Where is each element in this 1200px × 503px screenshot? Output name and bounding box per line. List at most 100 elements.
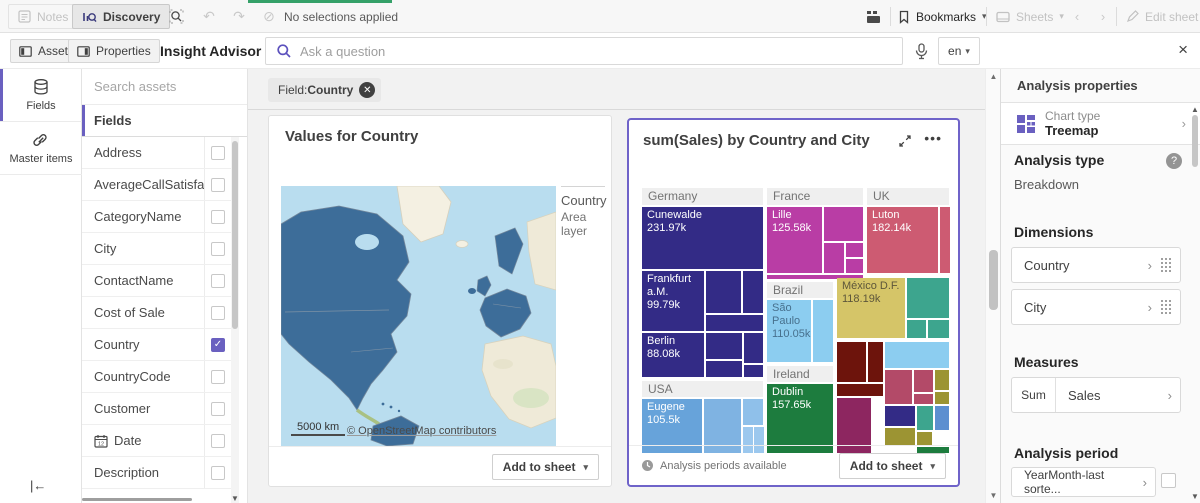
treemap-cell[interactable] (885, 342, 949, 368)
treemap-cell[interactable] (885, 428, 915, 445)
treemap-cell[interactable] (885, 406, 915, 426)
field-checkbox[interactable] (211, 305, 225, 320)
analysis-period-checkbox[interactable] (1161, 473, 1176, 488)
treemap-cell[interactable] (914, 394, 933, 404)
treemap-cell[interactable] (917, 406, 933, 430)
treemap-cell[interactable] (846, 243, 863, 257)
treemap-cell-dublin[interactable]: Dublin 157.65k (767, 384, 833, 453)
field-checkbox[interactable] (211, 177, 225, 192)
dimension-row-country[interactable]: Country › (1011, 247, 1181, 283)
treemap-cell[interactable] (743, 271, 763, 313)
add-to-sheet-button[interactable]: Add to sheet ▾ (838, 453, 946, 479)
results-scrollbar[interactable]: ▲ ▼ (985, 69, 1000, 503)
treemap-chart-card[interactable]: sum(Sales) by Country and City ••• Germa… (627, 118, 960, 487)
next-sheet-icon[interactable]: › (1100, 9, 1106, 24)
search-assets-input[interactable] (94, 79, 235, 94)
treemap-cell-eugene[interactable]: Eugene 105.5k (642, 399, 702, 453)
map-chart-card[interactable]: Values for Country (268, 115, 612, 487)
treemap-cell[interactable] (846, 259, 863, 273)
treemap-cell[interactable] (837, 342, 866, 382)
treemap-cell[interactable] (935, 392, 949, 404)
voice-input-button[interactable] (908, 39, 934, 63)
drag-handle-icon[interactable] (1160, 299, 1172, 315)
step-back-icon[interactable]: ↶ (203, 8, 215, 24)
field-checkbox[interactable] (211, 273, 225, 288)
clear-selections-icon[interactable]: ⊘ (263, 8, 275, 24)
field-checkbox[interactable] (211, 465, 225, 480)
aggregation-segment[interactable]: Sum (1012, 378, 1056, 412)
treemap-cell[interactable] (754, 427, 764, 453)
chart-type-row[interactable]: Chart type Treemap › (1001, 103, 1200, 145)
measure-row-sales[interactable]: Sum Sales › (1011, 377, 1181, 413)
field-row-address[interactable]: Address (82, 137, 231, 169)
scrollbar-down-icon[interactable]: ▼ (1191, 492, 1199, 501)
scrollbar-thumb[interactable] (232, 141, 238, 329)
treemap-cell[interactable] (914, 370, 933, 392)
fields-scrollbar[interactable]: ▼ (231, 137, 239, 503)
treemap-cell-luton[interactable]: Luton 182.14k (867, 207, 938, 273)
field-checkbox[interactable] (211, 209, 225, 224)
app-navigation-icon[interactable] (860, 4, 886, 29)
field-checkbox[interactable] (211, 145, 225, 160)
treemap-cell[interactable] (917, 432, 932, 445)
field-checkbox[interactable] (211, 401, 225, 416)
prev-sheet-icon[interactable]: ‹ (1074, 9, 1080, 24)
scrollbar-thumb[interactable] (989, 250, 998, 310)
treemap-cell-cunewalde[interactable]: Cunewalde 231.97k (642, 207, 763, 269)
treemap-cell[interactable] (706, 361, 742, 377)
ask-question-searchbox[interactable] (265, 37, 903, 65)
more-options-icon[interactable]: ••• (924, 130, 942, 146)
edit-sheet-button[interactable]: Edit sheet (1126, 0, 1198, 33)
treemap-cell[interactable] (706, 333, 742, 359)
treemap-cell[interactable] (704, 399, 741, 453)
field-row-country[interactable]: Country ✓ (82, 329, 231, 361)
treemap-cell[interactable] (935, 406, 949, 430)
ask-question-input[interactable] (300, 43, 892, 59)
treemap-cell[interactable] (813, 300, 833, 362)
panel-scrollbar[interactable]: ▲ ▼ (1191, 103, 1199, 503)
treemap-cell-s-o-paulo[interactable]: São Paulo 110.05k (767, 300, 811, 362)
notes-button[interactable]: Notes (8, 4, 79, 29)
field-row-description[interactable]: Description (82, 457, 231, 489)
tab-master-items[interactable]: Master items (0, 122, 82, 175)
field-row-city[interactable]: City (82, 233, 231, 265)
treemap-cell[interactable] (767, 275, 863, 279)
tab-fields[interactable]: Fields (0, 69, 82, 122)
treemap-cell[interactable] (928, 320, 949, 338)
treemap-cell[interactable] (868, 342, 883, 382)
fields-horizontal-scrollbar[interactable] (82, 498, 192, 501)
field-checkbox[interactable] (211, 369, 225, 384)
treemap-cell[interactable] (907, 320, 926, 338)
sheets-button[interactable]: Sheets ▾ (996, 0, 1064, 33)
treemap-cell[interactable] (885, 370, 912, 404)
bookmarks-button[interactable]: Bookmarks ▾ (898, 0, 987, 33)
field-row-cost-of-sale[interactable]: Cost of Sale (82, 297, 231, 329)
discovery-button[interactable]: Discovery (72, 4, 171, 29)
map-attribution-link[interactable]: © OpenStreetMap contributors (347, 425, 497, 437)
step-forward-icon[interactable]: ↷ (233, 8, 245, 24)
field-row-date[interactable]: 12 Date (82, 425, 231, 457)
treemap-cell[interactable] (744, 333, 763, 363)
help-icon[interactable]: ? (1166, 153, 1182, 169)
scrollbar-down-icon[interactable]: ▼ (231, 494, 239, 503)
scrollbar-up-icon[interactable]: ▲ (1191, 105, 1199, 114)
treemap-cell[interactable] (837, 384, 883, 396)
close-icon[interactable]: × (1178, 40, 1188, 59)
collapse-panel-icon[interactable]: |← (30, 478, 47, 493)
treemap-chart[interactable]: Germany Cunewalde 231.97k Frankfurt a.M. 99.… (638, 188, 951, 453)
scrollbar-up-icon[interactable]: ▲ (989, 72, 998, 81)
treemap-cell[interactable] (743, 399, 763, 425)
field-row-countrycode[interactable]: CountryCode (82, 361, 231, 393)
properties-toggle-button[interactable]: Properties (68, 39, 160, 63)
treemap-cell[interactable] (917, 447, 949, 453)
filter-chip-field-country[interactable]: Field:Country ✕ (268, 78, 382, 102)
dimension-row-city[interactable]: City › (1011, 289, 1181, 325)
treemap-cell[interactable] (940, 207, 950, 273)
treemap-cell-berlin[interactable]: Berlin 88.08k (642, 333, 704, 377)
remove-filter-icon[interactable]: ✕ (359, 82, 376, 98)
field-row-customer[interactable]: Customer (82, 393, 231, 425)
treemap-cell[interactable] (824, 207, 863, 241)
add-to-sheet-button[interactable]: Add to sheet ▾ (491, 454, 599, 480)
field-checkbox-checked[interactable]: ✓ (211, 337, 225, 352)
treemap-cell[interactable] (907, 278, 949, 318)
